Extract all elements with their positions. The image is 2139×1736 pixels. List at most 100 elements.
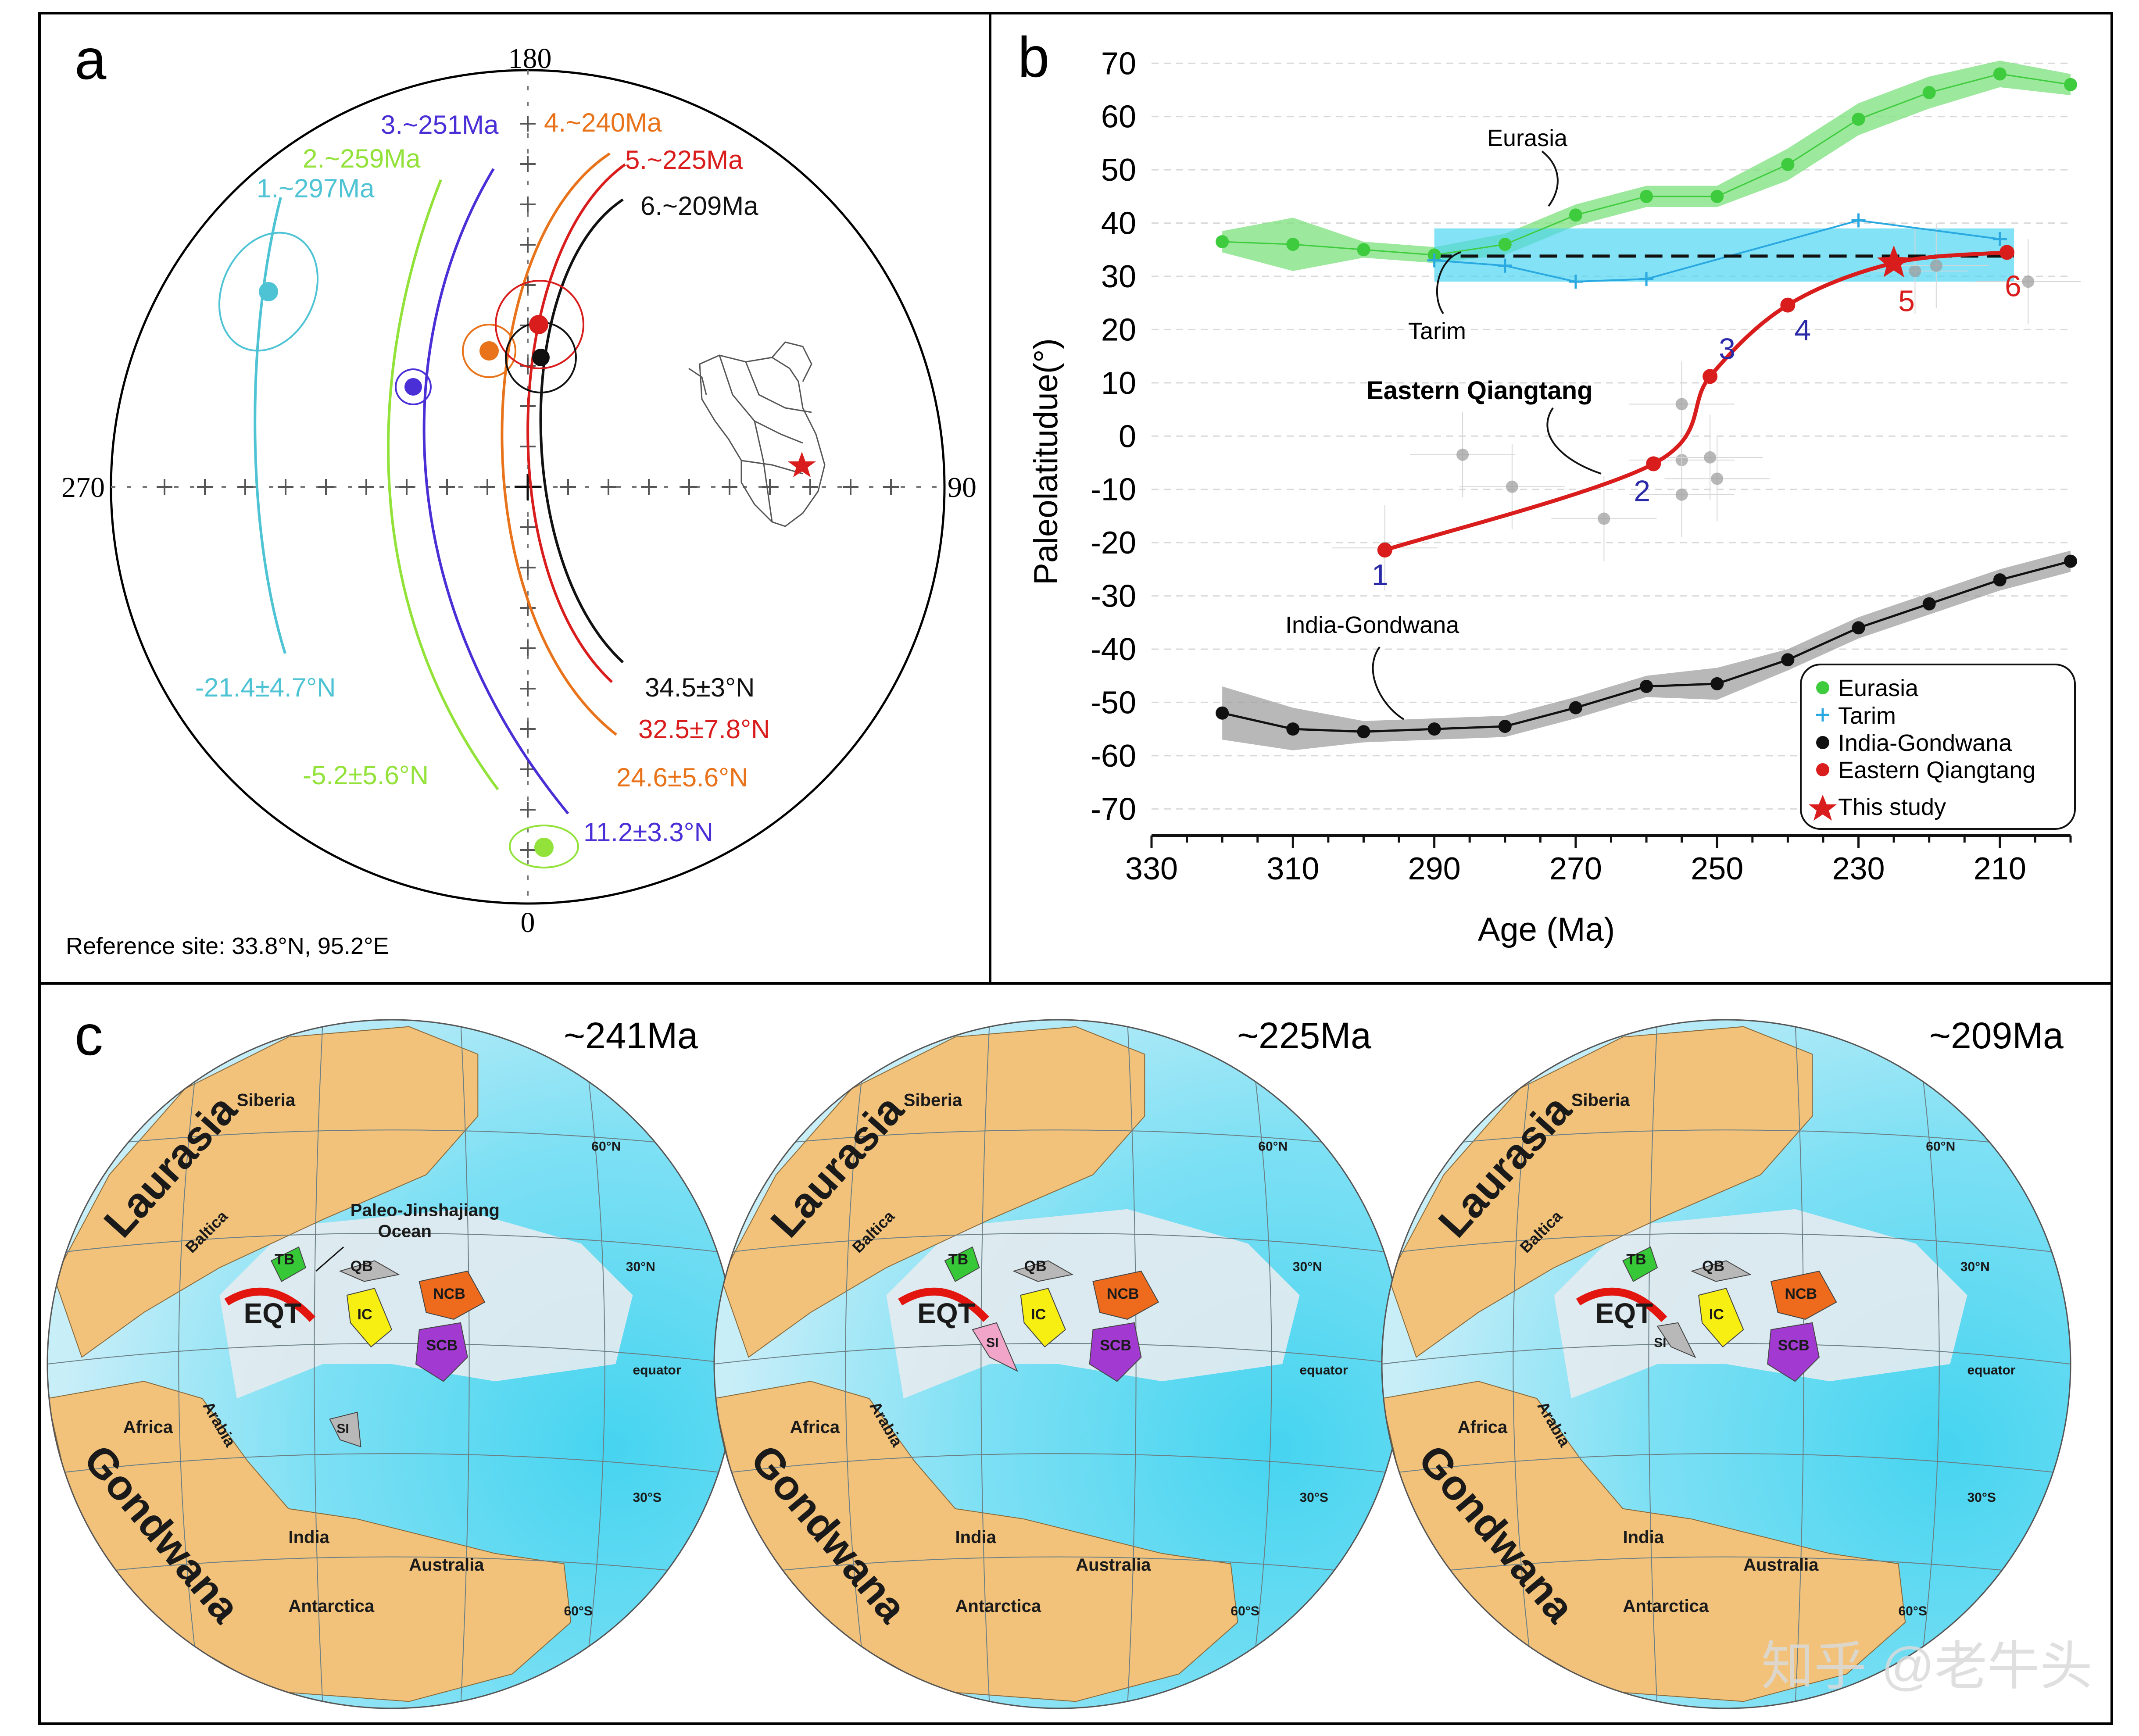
point-eastern-qiangtang <box>1999 245 2014 260</box>
block-ncb <box>1092 1270 1159 1320</box>
grid-cross <box>520 721 536 737</box>
longitude-line <box>1247 1020 1272 1708</box>
grey-pole-point <box>1711 472 1724 485</box>
lat-297: -21.4±4.7°N <box>195 673 336 702</box>
grid-cross <box>843 479 858 495</box>
point-tarim <box>1851 213 1866 228</box>
longitude-line <box>1513 1020 1538 1708</box>
panel-c: c ~241Ma ~225Ma ~209Ma LaurasiaGondwanaS… <box>46 1003 2071 1709</box>
map-label-ic: IC <box>1709 1306 1724 1323</box>
longitude-line <box>580 1020 605 1708</box>
map-label-ncb: NCB <box>433 1286 465 1302</box>
grid-cross <box>278 479 293 495</box>
grid-cross <box>520 156 536 172</box>
grid-cross <box>197 479 213 495</box>
x-tick-label: 250 <box>1691 851 1743 886</box>
map-label-antarctica: Antarctica <box>1623 1597 1709 1616</box>
map-label-ocean: Paleo-Jinshajiang <box>351 1200 500 1220</box>
map-label-lat60s: 60°S <box>1899 1604 1927 1618</box>
latitude-line <box>1382 1453 2071 1475</box>
block-qb <box>1012 1260 1074 1282</box>
center-cross <box>515 474 541 500</box>
small-circle-297 <box>254 197 286 654</box>
eq-point-label: 5 <box>1898 285 1915 318</box>
map-label-lat30s: 30°S <box>1967 1490 1996 1505</box>
map-label-tb: TB <box>275 1251 294 1268</box>
longitude-line <box>1127 1020 1137 1708</box>
map-label-lat30s: 30°S <box>633 1490 662 1505</box>
point-eurasia <box>1640 189 1653 203</box>
grid-cross <box>399 479 415 495</box>
block-si <box>972 1322 1018 1372</box>
grid-cross <box>520 237 536 253</box>
map-label-si: SI <box>336 1422 349 1436</box>
y-tick-label: -70 <box>1091 792 1136 827</box>
point-this-study <box>1877 245 1911 278</box>
panel-a-letter: a <box>75 27 107 91</box>
map-label-india: India <box>289 1528 330 1547</box>
y-axis-title: Paleolatitudue(°) <box>1027 338 1065 585</box>
map-label-ncb: NCB <box>1785 1286 1817 1302</box>
map-label-si: SI <box>1654 1336 1666 1350</box>
point-eurasia <box>1357 243 1370 257</box>
map-label-lat60n: 60°N <box>1258 1139 1288 1154</box>
map-label-equator: equator <box>1967 1363 2016 1378</box>
point-india-gondwana <box>1569 701 1582 714</box>
annotation-eurasia-leader <box>1541 150 1559 207</box>
block-eqt <box>224 1287 316 1322</box>
block-eqt <box>1576 1287 1667 1322</box>
point-eurasia <box>1922 86 1936 100</box>
point-india-gondwana <box>1993 573 2007 587</box>
point-eurasia <box>1569 208 1582 222</box>
x-tick-label: 290 <box>1408 851 1461 886</box>
block-si <box>329 1411 361 1447</box>
x-tick-label: 310 <box>1266 851 1319 886</box>
lat-225: 32.5±7.8°N <box>638 714 770 744</box>
legend-tarim: Tarim <box>1838 703 1896 729</box>
block-si <box>1656 1322 1696 1358</box>
eq-point-label: 2 <box>1634 474 1650 507</box>
map-label-qb: QB <box>351 1258 373 1275</box>
point-india-gondwana <box>1852 621 1865 635</box>
latitude-line <box>714 1343 1403 1365</box>
grid-cross <box>681 479 697 495</box>
point-india-gondwana <box>1427 722 1441 736</box>
legend-eurasia: Eurasia <box>1838 675 1919 701</box>
point-eurasia <box>1710 189 1724 203</box>
block-tb <box>1622 1246 1658 1282</box>
map-label-tb: TB <box>948 1251 968 1268</box>
y-tick-label: -60 <box>1091 739 1136 774</box>
label-251: 3.~251Ma <box>381 110 499 139</box>
point-india-gondwana <box>1781 653 1795 667</box>
grid-cross <box>520 640 536 656</box>
y-tick-label: -30 <box>1091 579 1136 614</box>
latitude-line <box>47 1556 736 1578</box>
eq-point-label: 6 <box>2005 269 2021 303</box>
legend-box <box>1800 664 2076 830</box>
y-tick-label: 10 <box>1101 366 1136 401</box>
map-label-africa: Africa <box>790 1418 840 1437</box>
latitude-line <box>714 1453 1403 1475</box>
annotation-eastern-qiangtang: Eastern Qiangtang <box>1366 376 1593 405</box>
point-eurasia <box>1286 238 1300 251</box>
longitude-line <box>1648 1020 1658 1708</box>
y-tick-label: 40 <box>1101 206 1136 241</box>
y-tick-label: 0 <box>1119 419 1136 454</box>
point-eurasia <box>2064 78 2077 91</box>
x-tick-label: 230 <box>1832 851 1885 886</box>
map-label-siberia: Siberia <box>1571 1090 1630 1110</box>
block-scb <box>1767 1322 1820 1382</box>
grid-cross <box>641 479 657 495</box>
grid-cross <box>722 479 737 495</box>
point-eurasia <box>1852 112 1865 126</box>
small-circle-225 <box>526 163 626 683</box>
map-label-scb: SCB <box>1778 1337 1810 1354</box>
grid-cross <box>520 196 536 212</box>
latitude-line <box>714 1232 1403 1254</box>
grid-cross <box>802 479 818 495</box>
grid-cross <box>762 479 778 495</box>
point-india-gondwana <box>1357 725 1370 739</box>
grid-cross <box>157 479 172 495</box>
